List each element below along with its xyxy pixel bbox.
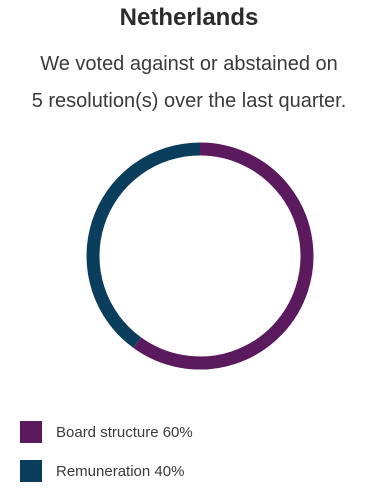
legend-label-board-structure: Board structure 60% — [56, 423, 193, 441]
donut-slice-board-structure — [133, 142, 314, 370]
legend: Board structure 60% Remuneration 40% — [20, 420, 360, 498]
legend-swatch-remuneration — [20, 460, 42, 482]
subtitle-line-2: 5 resolution(s) over the last quarter. — [31, 90, 347, 112]
chart-subtitle: We voted against or abstained on 5 resol… — [0, 46, 378, 120]
chart-title: Netherlands — [119, 4, 259, 31]
legend-label-remuneration: Remuneration 40% — [56, 462, 185, 480]
legend-item-board-structure: Board structure 60% — [20, 420, 360, 444]
donut-chart — [86, 142, 314, 370]
subtitle-line-1: We voted against or abstained on — [40, 53, 338, 75]
legend-swatch-board-structure — [20, 421, 42, 443]
donut-slices — [86, 142, 314, 370]
donut-slice-remuneration — [86, 142, 201, 348]
legend-item-remuneration: Remuneration 40% — [20, 459, 360, 483]
